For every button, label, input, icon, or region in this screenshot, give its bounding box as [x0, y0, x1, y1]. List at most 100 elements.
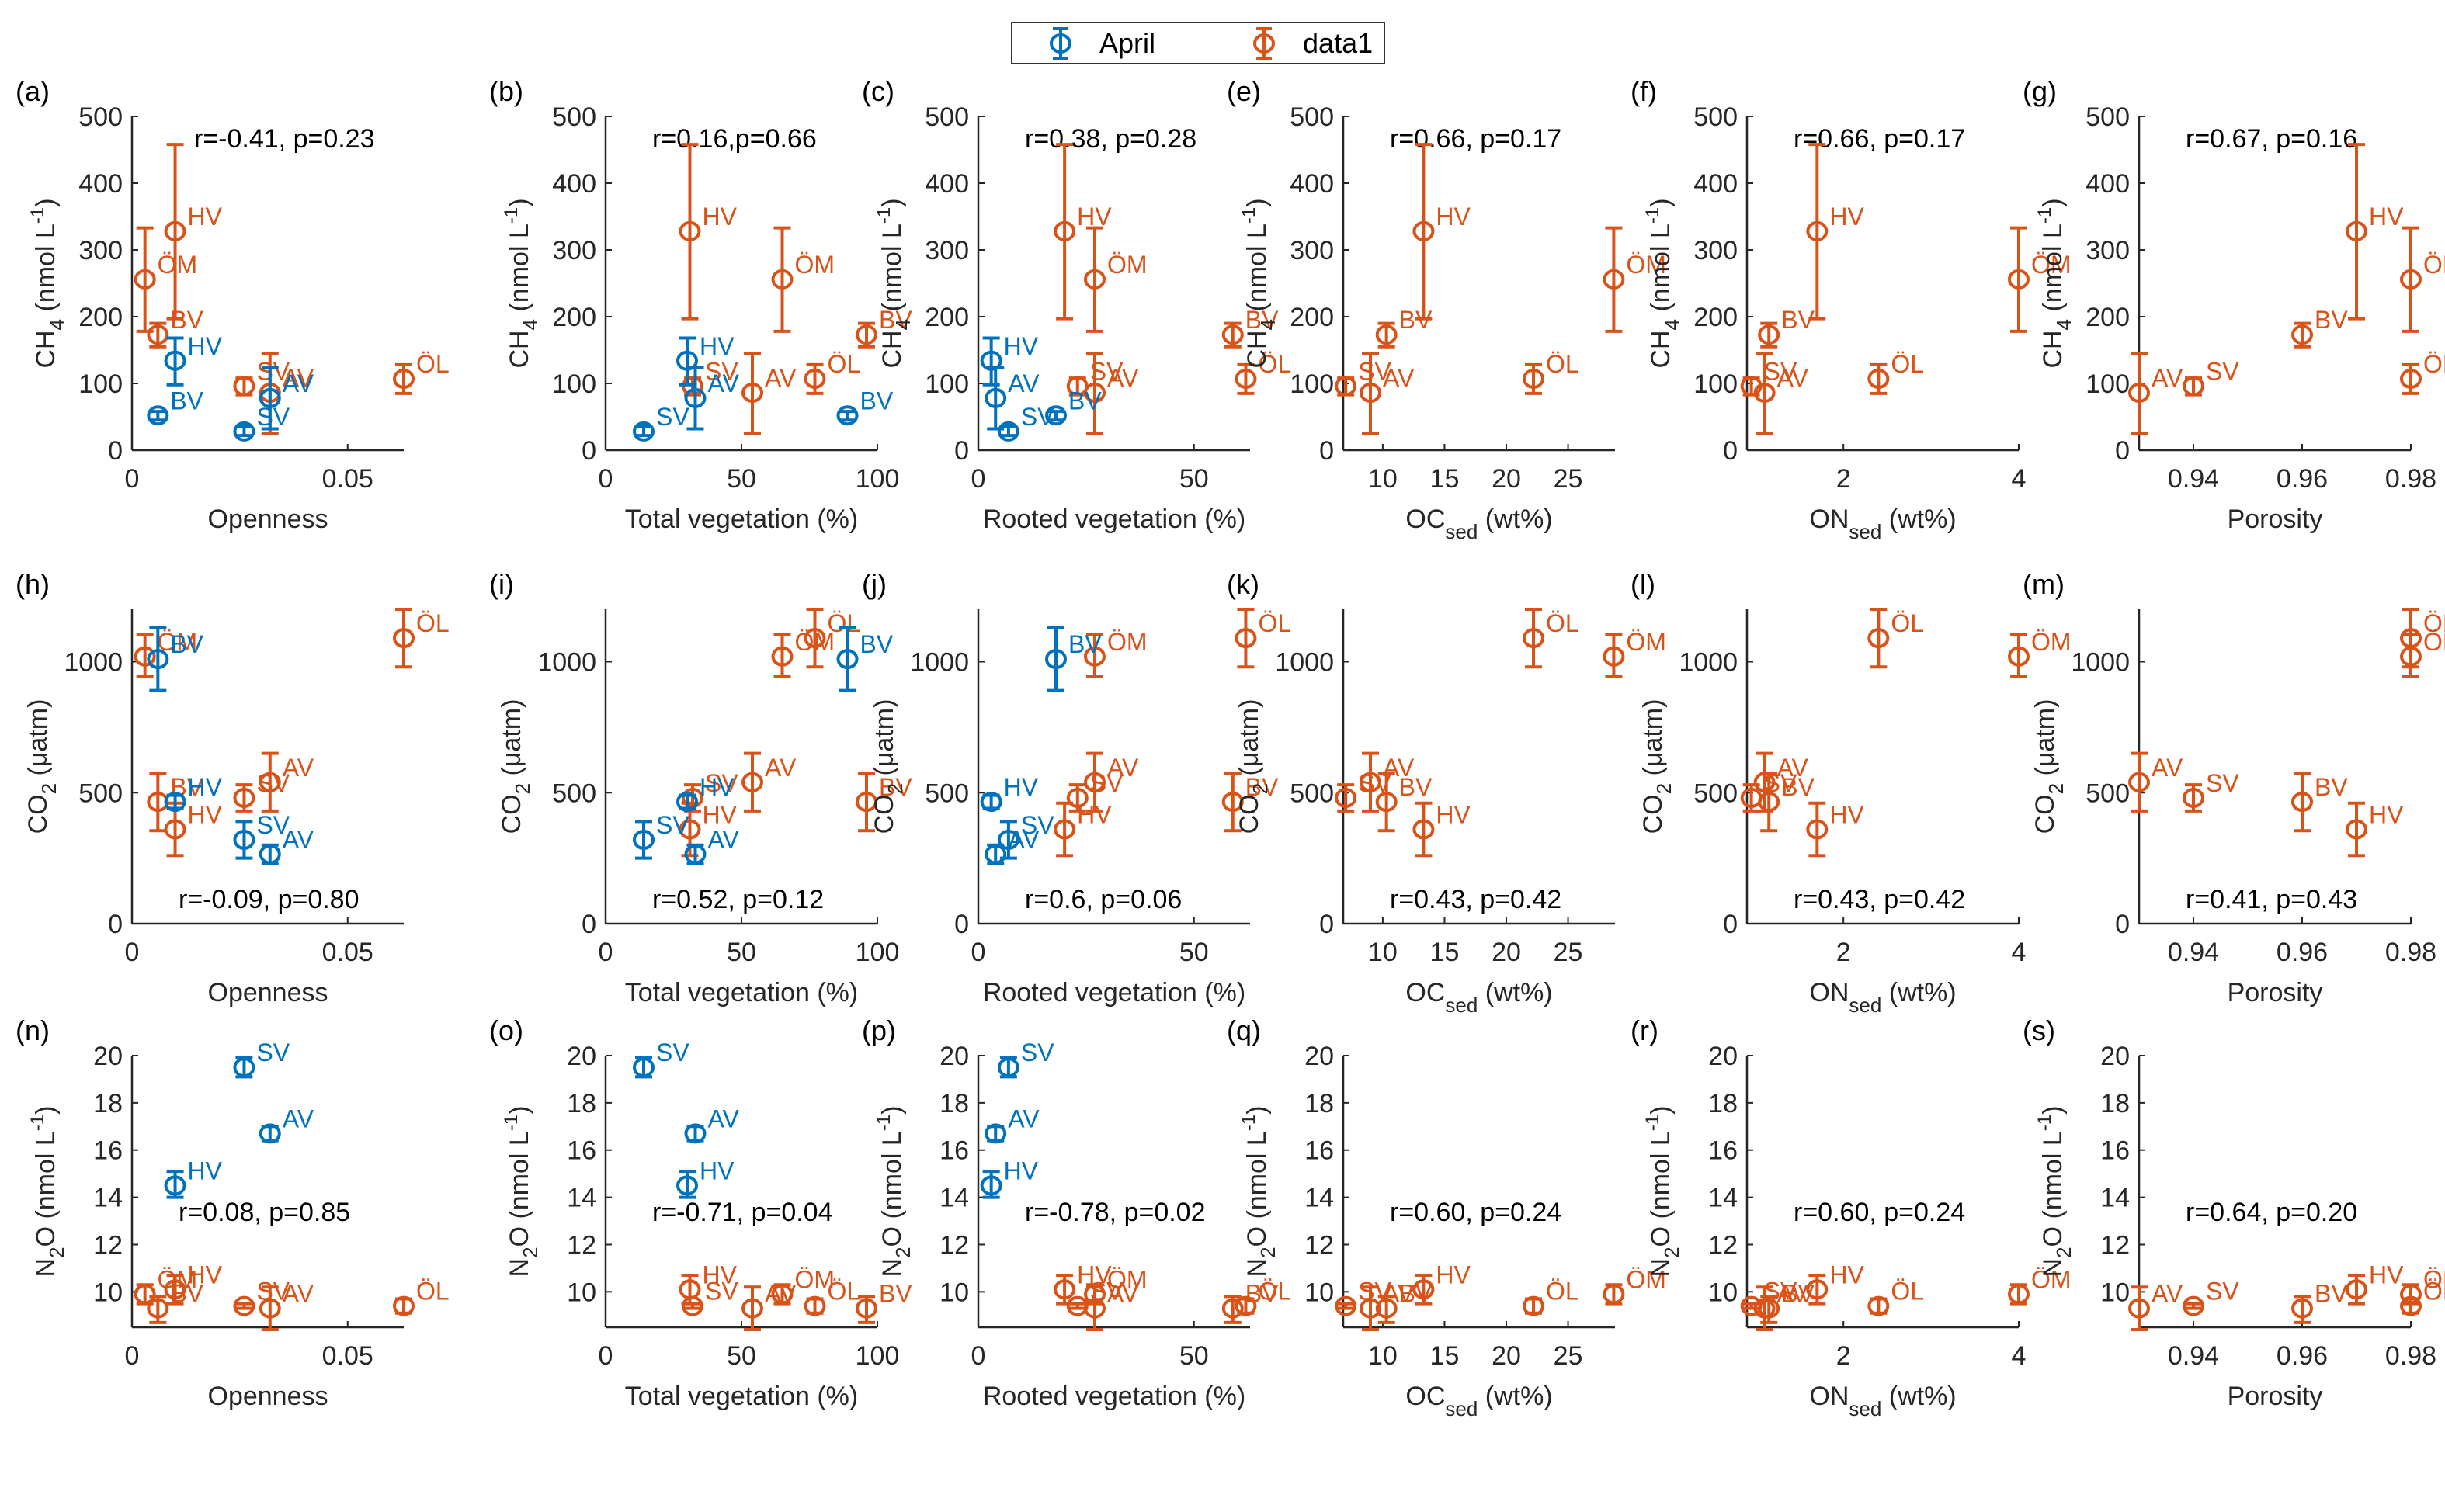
- site-label: AV: [283, 1280, 314, 1308]
- data-point-data1: HV: [1412, 801, 1471, 858]
- y-axis-label-tail: (μatm): [23, 699, 53, 783]
- site-label: AV: [1383, 364, 1415, 392]
- y-tick-label: 10: [939, 1278, 969, 1307]
- x-tick-label: 0.96: [2277, 464, 2328, 494]
- y-axis-label-sub: 4: [45, 319, 68, 330]
- y-tick-label: 500: [78, 102, 123, 132]
- x-tick-label: 20: [1492, 1341, 1521, 1371]
- data-point-data1: AV: [1753, 751, 1809, 813]
- y-axis-label-end: ): [31, 198, 61, 206]
- site-label: AV: [708, 826, 740, 854]
- y-tick-label: 0: [2115, 910, 2130, 939]
- site-label: SV: [656, 403, 689, 431]
- correlation-stat: r=0.08, p=0.85: [179, 1198, 350, 1227]
- legend: April data1: [1011, 22, 1385, 64]
- data-point-april: SV: [997, 403, 1054, 442]
- x-axis-label: OCsed (wt%): [1405, 978, 1552, 1017]
- panel-r: 10 12 14 16 18 20 2 4 ONsed (wt%) N2O (nmol L-1) (…: [1631, 1014, 2072, 1420]
- marker-circle: [1523, 628, 1544, 649]
- marker-circle: [856, 324, 877, 345]
- marker-circle: [1221, 324, 1244, 345]
- marker-circle: [2183, 376, 2204, 397]
- x-tick-label: 25: [1554, 1341, 1583, 1371]
- marker-circle: [1753, 383, 1776, 404]
- correlation-stat: r=0.16,p=0.66: [652, 124, 817, 154]
- data-point-data1: ÖM: [1603, 226, 1666, 333]
- data-point-data1: HV: [1806, 143, 1864, 321]
- data-point-april: HV: [164, 332, 223, 387]
- marker-circle: [679, 819, 701, 840]
- y-tick-label: 1000: [1679, 648, 1738, 678]
- marker-circle: [2008, 269, 2030, 290]
- site-label: SV: [656, 1039, 689, 1066]
- x-axis-label-sub: sed: [1849, 1397, 1881, 1420]
- data-point-data1: SV: [682, 1278, 738, 1316]
- y-axis-label-tail: (μatm): [1638, 699, 1668, 783]
- y-axis-label-tail: (nmol L: [2038, 224, 2068, 319]
- y-axis-label-sub: 2: [37, 783, 61, 794]
- y-tick-label: 500: [1290, 779, 1334, 808]
- panel-letter: (b): [489, 75, 523, 107]
- site-label: HV: [700, 773, 735, 801]
- marker-circle: [985, 844, 1007, 865]
- site-label: BV: [1781, 773, 1815, 801]
- site-label: HV: [700, 1157, 735, 1184]
- data-point-data1: HV: [164, 801, 223, 858]
- y-tick-label: 0: [108, 436, 123, 466]
- marker-circle: [2128, 1298, 2150, 1319]
- data-point-data1: ÖL: [2400, 350, 2445, 395]
- marker-circle: [2128, 772, 2150, 792]
- site-label: AV: [283, 369, 314, 397]
- marker-circle: [1221, 792, 1244, 813]
- marker-circle: [804, 1295, 826, 1316]
- marker-circle: [1335, 1295, 1357, 1316]
- data-point-april: AV: [259, 826, 314, 865]
- x-tick-label: 4: [2012, 464, 2027, 494]
- data-point-data1: HV: [1054, 143, 1112, 321]
- x-axis-label-sub: sed: [1849, 520, 1881, 543]
- site-label: ÖL: [1258, 609, 1291, 637]
- y-axis-label-sub: 2: [1652, 783, 1676, 794]
- marker-circle: [147, 1298, 169, 1319]
- x-tick-label: 15: [1430, 464, 1460, 494]
- data-point-data1: AV: [1360, 751, 1415, 813]
- x-tick-label: 25: [1554, 938, 1583, 967]
- marker-circle: [1054, 819, 1076, 840]
- site-label: ÖL: [828, 609, 861, 637]
- x-tick-label: 0.05: [322, 938, 373, 967]
- y-axis-label: CO2 (μatm): [1235, 699, 1272, 834]
- marker-circle: [1221, 1298, 1244, 1319]
- site-label: AV: [1777, 1280, 1809, 1308]
- y-tick-label: 14: [1708, 1184, 1738, 1213]
- site-label: HV: [1436, 203, 1471, 231]
- marker-circle: [985, 387, 1007, 408]
- data-point-data1: ÖL: [393, 1278, 450, 1316]
- y-tick-label: 100: [925, 369, 969, 399]
- x-axis-label-tail: (wt%): [1478, 1382, 1552, 1411]
- data-point-data1: BV: [1375, 306, 1433, 349]
- legend-item-april: April: [1012, 26, 1155, 61]
- data-point-april: SV: [233, 811, 290, 860]
- panel-j: 0 500 1000 0 50 Rooted vegetation (%) CO2 (μat…: [862, 568, 1291, 1007]
- data-point-data1: ÖM: [2008, 628, 2072, 678]
- y-axis-label-sub: 2: [884, 783, 907, 794]
- site-label: HV: [1004, 1157, 1039, 1184]
- y-tick-label: 0: [1319, 436, 1334, 466]
- site-label: ÖL: [2423, 609, 2445, 637]
- data-point-april: BV: [1045, 387, 1102, 426]
- data-point-data1: HV: [1412, 1261, 1471, 1306]
- x-axis-label: Openness: [208, 505, 328, 534]
- data-point-data1: ÖM: [2008, 1265, 2072, 1306]
- x-tick-label: 10: [1368, 1341, 1398, 1371]
- y-tick-label: 500: [1290, 102, 1334, 132]
- x-tick-label: 100: [856, 938, 900, 967]
- y-tick-label: 12: [939, 1230, 969, 1260]
- marker-circle: [1235, 1295, 1257, 1316]
- data-point-data1: SV: [2183, 769, 2239, 813]
- site-label: HV: [1436, 1261, 1471, 1288]
- data-point-data1: AV: [1753, 352, 1809, 435]
- x-tick-label: 0.94: [2168, 938, 2219, 967]
- marker-circle: [164, 792, 186, 813]
- y-tick-label: 0: [954, 436, 969, 466]
- y-tick-label: 18: [1304, 1089, 1334, 1118]
